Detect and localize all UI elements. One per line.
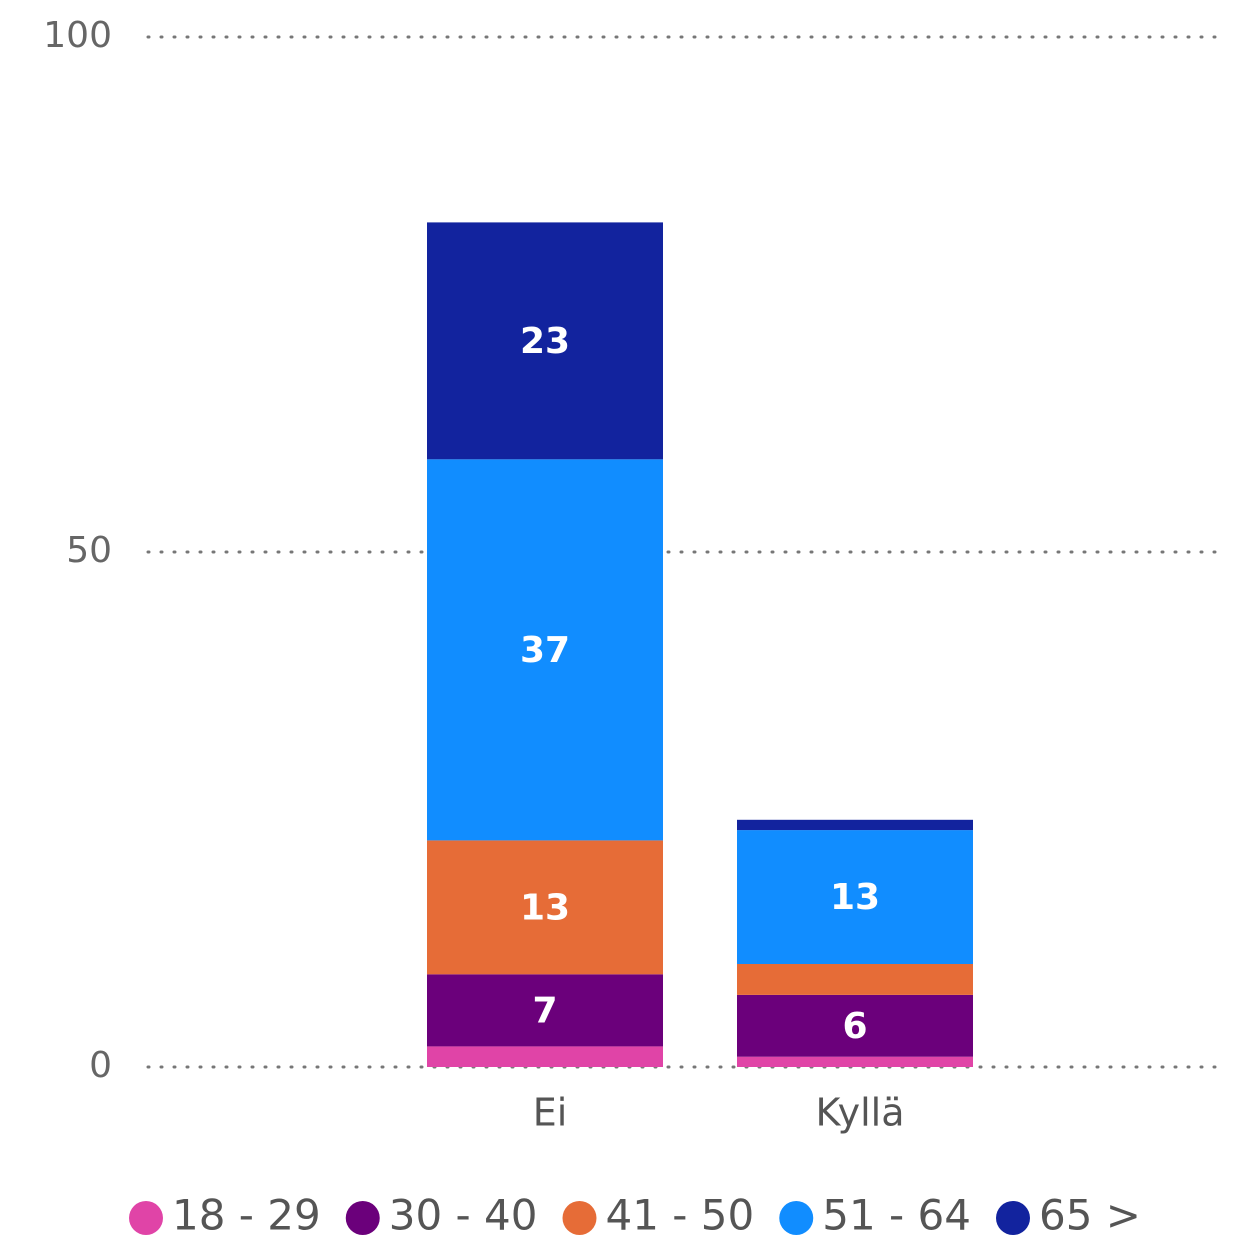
y-tick-label: 0 xyxy=(89,1045,112,1086)
legend-label: 30 - 40 xyxy=(389,1191,538,1240)
bar-segment xyxy=(737,830,973,964)
bar-segment xyxy=(737,1056,973,1067)
legend-marker xyxy=(345,1201,380,1235)
bar-segment xyxy=(737,964,973,995)
bar-segment xyxy=(427,459,663,841)
bars xyxy=(427,222,973,1067)
data-label: 23 xyxy=(520,321,570,362)
x-tick-label: Ei xyxy=(533,1091,568,1135)
labels: 0 50 100 Ei 7 13 37 23 Kyllä 6 13 xyxy=(43,15,904,1135)
bar-segment xyxy=(427,840,663,975)
legend-label: 41 - 50 xyxy=(606,1191,755,1240)
y-tick-label: 100 xyxy=(43,15,112,56)
bar-segment xyxy=(427,1046,663,1067)
data-label: 7 xyxy=(532,990,557,1031)
legend-marker xyxy=(779,1201,814,1235)
y-tick-label: 50 xyxy=(66,530,112,571)
legend-label: 51 - 64 xyxy=(822,1191,971,1240)
legend-label: 18 - 29 xyxy=(172,1191,321,1240)
legend-marker xyxy=(996,1201,1030,1235)
legend: 18 - 29 30 - 40 41 - 50 51 - 64 65 > xyxy=(129,1191,1141,1240)
bar-segment xyxy=(737,819,973,831)
legend-marker xyxy=(129,1201,163,1235)
data-label: 6 xyxy=(842,1006,867,1047)
data-label: 37 xyxy=(520,630,570,671)
bar-segment xyxy=(427,974,663,1047)
legend-label: 65 > xyxy=(1039,1191,1141,1240)
bar-segment xyxy=(737,994,973,1057)
data-label: 13 xyxy=(830,877,880,918)
data-label: 13 xyxy=(520,887,570,928)
grid xyxy=(146,35,1227,1069)
legend-marker xyxy=(562,1201,597,1235)
x-tick-label: Kyllä xyxy=(815,1091,904,1135)
bar-segment xyxy=(427,222,663,460)
